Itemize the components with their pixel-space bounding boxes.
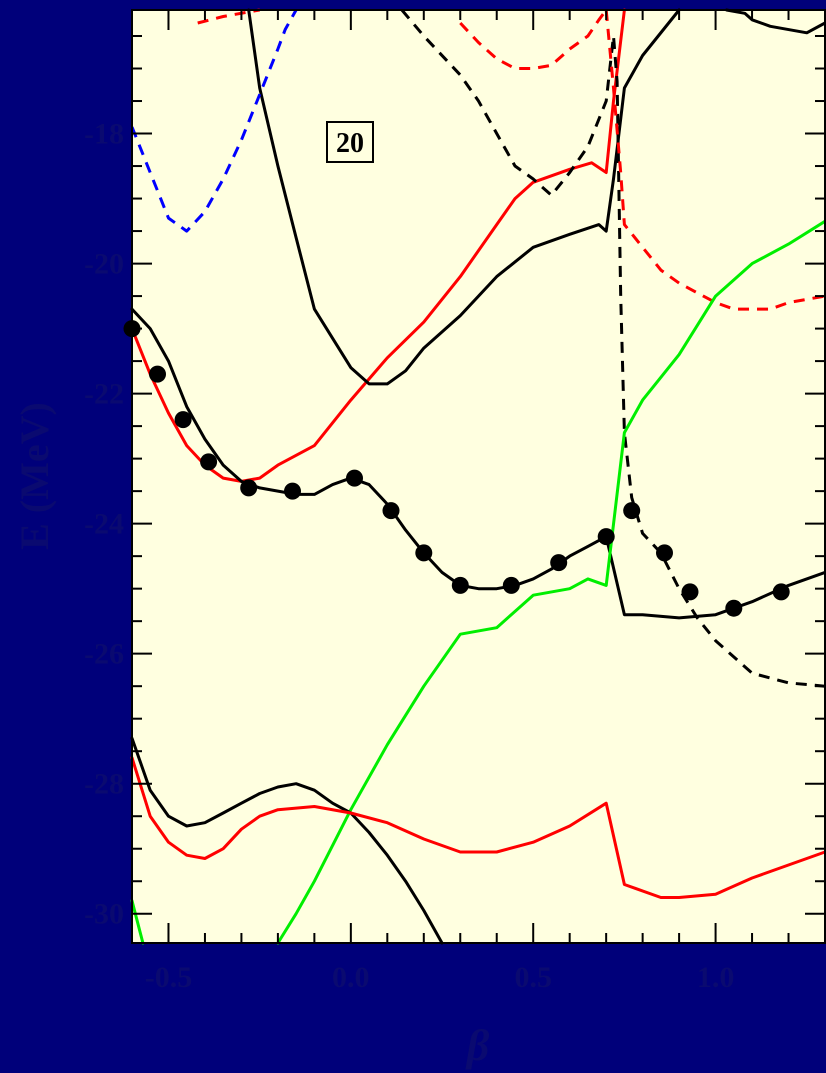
data-point-marker-7 — [346, 469, 363, 487]
series-line-1 — [130, 8, 626, 483]
y-tick-label: -22 — [84, 378, 124, 411]
y-tick-label: -18 — [84, 118, 124, 151]
plot-frame — [131, 9, 826, 944]
y-axis-title: E (MeV) — [12, 402, 57, 550]
data-point-marker-8 — [382, 502, 400, 520]
series-line-13 — [130, 756, 826, 899]
plot-area — [132, 10, 825, 943]
data-point-marker-9 — [415, 544, 433, 562]
tick-layer — [131, 10, 826, 943]
x-tick-label: 1.0 — [697, 961, 735, 994]
series-line-11 — [130, 899, 145, 945]
series-line-10 — [276, 219, 826, 945]
data-point-marker-6 — [284, 482, 301, 500]
y-tick-label: -24 — [84, 508, 124, 541]
series-line-3 — [247, 8, 681, 386]
series-line-5 — [400, 9, 826, 688]
y-tick-label: -28 — [84, 768, 124, 801]
x-tick-label: 0.5 — [514, 961, 552, 994]
x-tick-label: 0.0 — [332, 961, 370, 994]
series-line-2 — [130, 307, 826, 620]
panel-number-label: 20 — [336, 128, 364, 159]
data-point-marker-13 — [597, 528, 615, 546]
data-point-marker-15 — [656, 544, 673, 562]
data-point-marker-5 — [240, 479, 258, 497]
data-point-marker-10 — [451, 576, 469, 594]
y-tick-label: -20 — [84, 248, 124, 281]
data-point-marker-18 — [772, 583, 790, 601]
series-layer — [130, 8, 826, 945]
y-tick-label: -26 — [84, 638, 124, 671]
data-point-marker-3 — [174, 411, 192, 429]
series-line-7 — [459, 9, 608, 70]
series-line-9 — [130, 9, 298, 233]
y-tick-label: -30 — [84, 898, 124, 931]
data-point-marker-12 — [550, 554, 568, 572]
series-line-12 — [130, 736, 444, 945]
series-line-6 — [197, 8, 260, 25]
data-point-marker-11 — [502, 576, 520, 594]
data-point-marker-2 — [149, 365, 166, 383]
data-point-marker-17 — [725, 599, 743, 617]
data-point-marker-14 — [623, 502, 641, 520]
x-tick-label: -0.5 — [145, 961, 193, 994]
x-axis-title: β — [465, 1021, 490, 1070]
data-point-marker-16 — [681, 583, 699, 601]
data-point-marker-4 — [200, 453, 218, 471]
series-line-4 — [725, 8, 826, 35]
panel-annotation: 20 — [326, 121, 374, 163]
